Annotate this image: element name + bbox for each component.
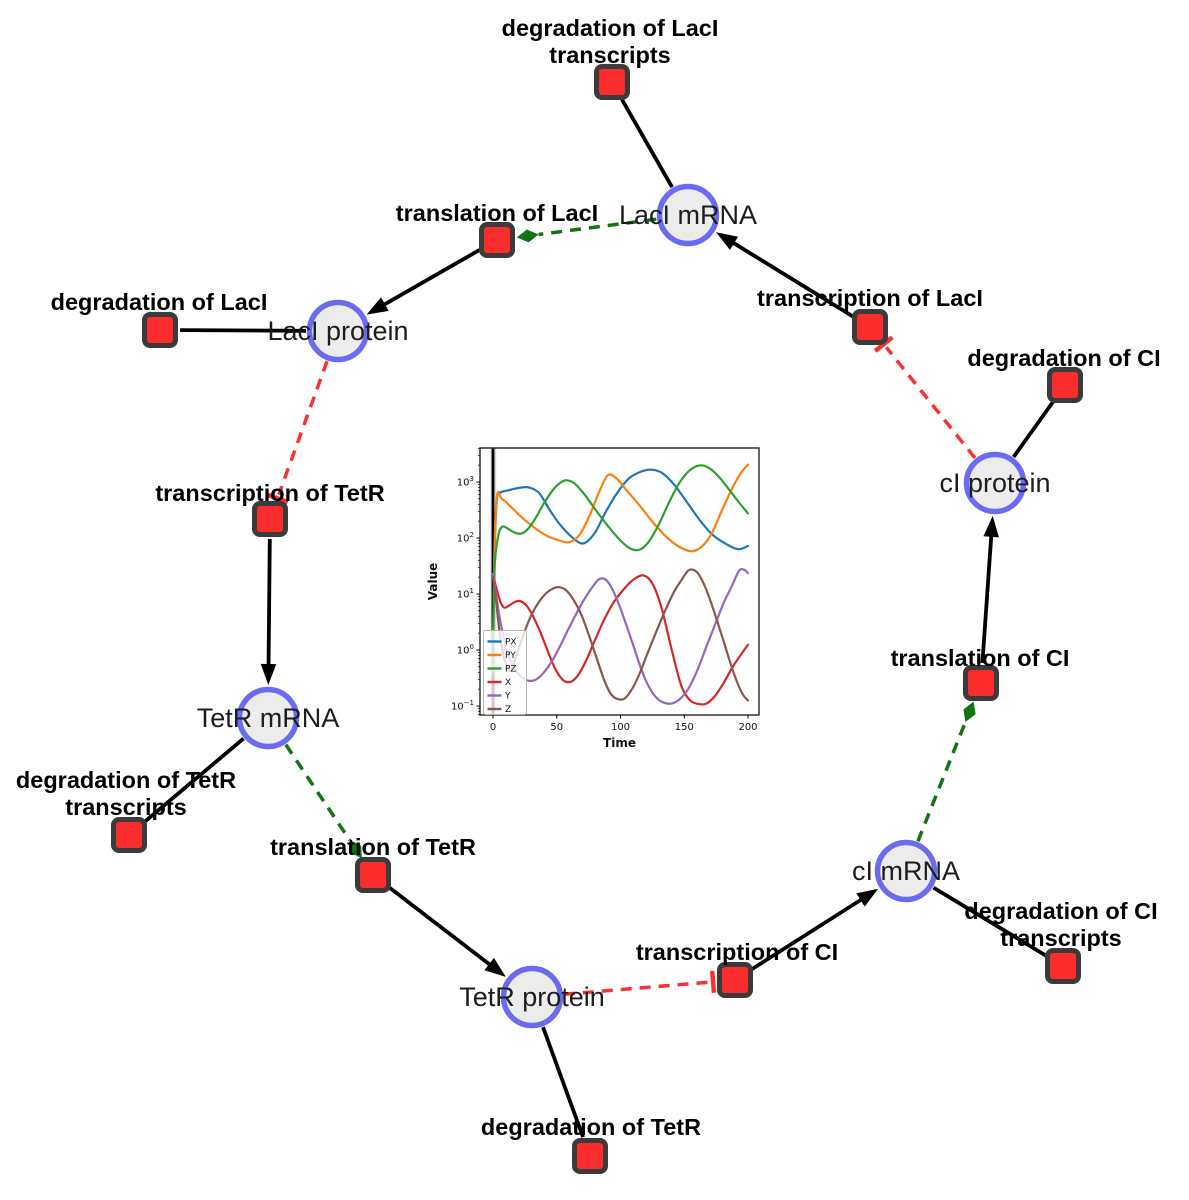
reaction-label-tc_tetr-line0: transcription of TetR (155, 480, 384, 506)
reaction-node-deg_laci[interactable] (142, 312, 178, 348)
reaction-label-tc_laci-line0: transcription of LacI (757, 285, 983, 311)
edges-layer (143, 98, 1055, 1138)
species-label-laci_mrna: LacI mRNA (619, 200, 757, 230)
edge-laci_protein-deg_laci (179, 328, 307, 333)
species-node-ci_protein[interactable] (963, 451, 1027, 515)
reaction-label-deg_laci-line0: degradation of LacI (51, 289, 268, 315)
reaction-node-tc_tetr[interactable] (252, 501, 288, 537)
legend-label-Z: Z (505, 705, 511, 715)
reaction-label-deg_tetr-line0: degradation of TetR (481, 1114, 701, 1140)
inhibition-tbar (266, 492, 289, 505)
reaction-label-deg_ci_tx-line0: degradation of CI (964, 898, 1157, 924)
reaction-node-deg_tetr[interactable] (572, 1138, 608, 1174)
arrowhead (260, 663, 277, 685)
inhibition-tbar (709, 970, 717, 993)
reaction-label-tl_laci-line0: translation of LacI (396, 200, 598, 226)
legend-box (483, 630, 527, 715)
edge-tl_tetr-tetr_protein (387, 885, 506, 977)
species-node-ci_mrna[interactable] (874, 839, 938, 903)
reaction-node-tc_laci[interactable] (852, 309, 888, 345)
legend-label-PZ: PZ (505, 665, 517, 675)
edge-tetr_mrna-deg_tetr_tx (143, 737, 245, 824)
legend: PX PY PZ XYZ (483, 630, 527, 715)
y-axis-label: Value (426, 563, 440, 601)
reaction-node-tl_ci[interactable] (963, 665, 999, 701)
legend-label-Y: Y (504, 692, 511, 702)
species-node-laci_mrna[interactable] (656, 183, 720, 247)
axes-frame (479, 447, 760, 716)
edge-tetr_protein-tc_ci (563, 970, 717, 997)
arrowhead (716, 232, 739, 250)
reaction-label-deg_ci_tx-line1: transcripts (1000, 925, 1121, 951)
legend-label-PX: PX (505, 638, 517, 648)
series-line-X (491, 573, 750, 706)
figure-background (424, 424, 774, 776)
species-label-ci_mrna: cI mRNA (852, 856, 960, 886)
x-axis-label: Time (603, 736, 636, 750)
reaction-node-deg_ci[interactable] (1047, 367, 1083, 403)
edge-laci_mrna-tl_laci (516, 217, 657, 243)
edge-tetr_protein-deg_tetr (541, 1026, 585, 1138)
labels-layer: degradation of LacItranscriptstranslatio… (16, 15, 1161, 1140)
reaction-label-deg_laci_tx-line0: degradation of LacI (502, 15, 719, 41)
arrowhead (366, 297, 389, 315)
edge-ci_protein-tc_laci (873, 335, 977, 460)
nodes-layer (111, 64, 1083, 1174)
arrowhead (484, 957, 506, 977)
legend-label-PY: PY (505, 651, 516, 661)
reaction-label-tc_ci-line0: transcription of CI (636, 939, 838, 965)
x-tick-label: 0 (490, 722, 496, 733)
edge-tl_ci-ci_protein (980, 515, 999, 664)
simulation-plot: 0 50 100 150 20010−1100101102103TimeValuePXP… (424, 424, 774, 776)
reaction-node-deg_tetr_tx[interactable] (111, 817, 147, 853)
reaction-node-deg_ci_tx[interactable] (1045, 948, 1081, 984)
inhibition-tbar (873, 335, 894, 353)
reaction-node-tc_ci[interactable] (717, 962, 753, 998)
series-line-PX (491, 468, 750, 674)
species-node-tetr_protein[interactable] (500, 965, 564, 1029)
reaction-label-deg_tetr_tx-line1: transcripts (65, 794, 186, 820)
edge-ci_mrna-tl_ci (916, 701, 976, 842)
edge-laci_mrna-deg_laci_tx (620, 98, 674, 189)
edge-tl_laci-laci_protein (366, 248, 481, 315)
edge-tc_tetr-tetr_mrna (260, 538, 277, 685)
edge-tetr_mrna-tl_tetr (284, 743, 362, 859)
series-line-PZ (491, 464, 750, 664)
edge-tc_ci-ci_mrna (750, 888, 879, 971)
reaction-label-deg_ci-line0: degradation of CI (967, 345, 1160, 371)
modifier-diamond (349, 840, 362, 859)
reaction-node-deg_laci_tx[interactable] (594, 64, 630, 100)
reaction-node-tl_laci[interactable] (479, 222, 515, 258)
reaction-label-tl_ci-line0: translation of CI (891, 645, 1070, 671)
species-node-tetr_mrna[interactable] (236, 686, 300, 750)
series-line-PY (491, 463, 750, 668)
reaction-label-deg_laci_tx-line1: transcripts (549, 42, 670, 68)
arrowhead (983, 515, 999, 538)
reaction-label-tl_tetr-line0: translation of TetR (270, 834, 476, 860)
reaction-node-tl_tetr[interactable] (355, 857, 391, 893)
x-tick-label: 150 (675, 722, 694, 733)
edge-tc_laci-laci_mrna (716, 232, 854, 319)
edge-ci_protein-deg_ci (1012, 400, 1055, 459)
species-label-tetr_protein: TetR protein (459, 982, 605, 1012)
species-node-laci_protein[interactable] (306, 299, 370, 363)
edge-laci_protein-tc_tetr (266, 360, 329, 505)
legend-label-X: X (505, 678, 511, 688)
edge-ci_mrna-deg_ci_tx (932, 885, 1047, 958)
species-label-tetr_mrna: TetR mRNA (197, 703, 340, 733)
x-tick-label: 200 (738, 722, 757, 733)
x-tick-label: 50 (550, 722, 563, 733)
species-label-ci_protein: cI protein (939, 468, 1050, 498)
modifier-diamond (963, 701, 976, 722)
arrowhead (856, 888, 879, 907)
species-label-laci_protein: LacI protein (267, 316, 408, 346)
x-tick-label: 100 (611, 722, 630, 733)
modifier-diamond (516, 229, 539, 243)
reaction-label-deg_tetr_tx-line0: degradation of TetR (16, 767, 236, 793)
